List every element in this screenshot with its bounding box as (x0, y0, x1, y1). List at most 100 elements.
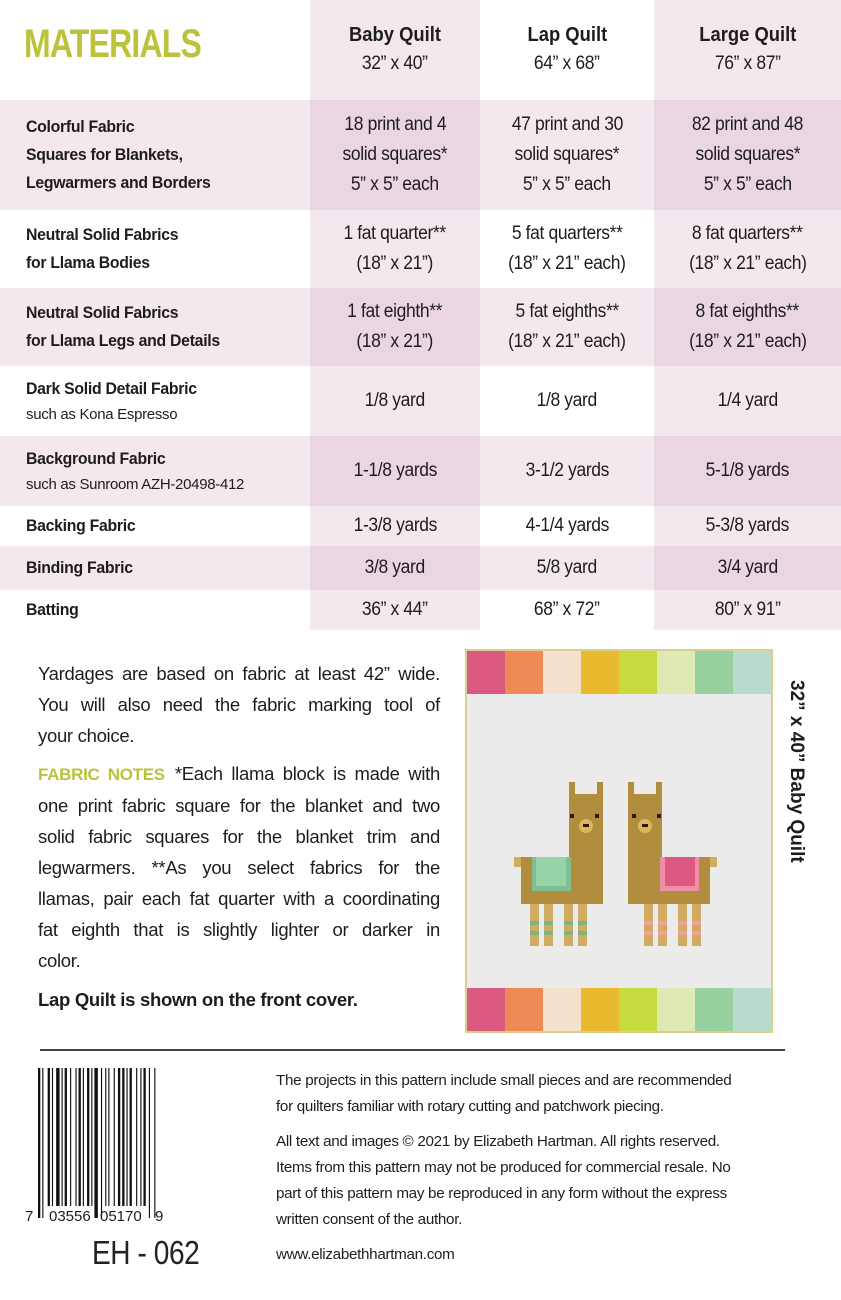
barcode-bar (64, 1068, 67, 1206)
row-label: Background Fabric (26, 449, 166, 468)
legwarmer-stripe (658, 931, 667, 935)
barcode-digit: 05170 (100, 1208, 142, 1225)
llama-ear (656, 782, 662, 800)
value-cell: 5 fat quarters** (18” x 21” each) (480, 210, 654, 288)
text-line: for quilters familiar with rotary cuttin… (276, 1098, 664, 1115)
row-label: Squares for Blankets, (26, 145, 183, 164)
barcode-bar (154, 1068, 156, 1218)
cell-value: 5/8 yard (536, 557, 598, 578)
cell-value: (18” x 21”) (356, 253, 434, 274)
row-label-cell: Backing Fabric (0, 506, 310, 546)
border-square (467, 988, 506, 1031)
value-cell: 1/4 yard (654, 366, 841, 436)
barcode-bar (105, 1068, 107, 1206)
value-cell: Lap Quilt 64” x 68” (480, 0, 654, 100)
border-square (581, 988, 620, 1031)
cell-value: 1 fat eighth** (347, 301, 443, 322)
row-label-cell: Colorful Fabric Squares for Blankets, Legw… (0, 100, 310, 210)
barcode-bar (126, 1068, 128, 1206)
legwarmer-stripe (578, 921, 587, 925)
quilt-background (467, 651, 771, 1031)
row-note: such as Kona Espresso (26, 406, 178, 423)
value-cell: 1-3/8 yards (310, 506, 480, 546)
llama-blanket (536, 857, 566, 886)
table-row: Neutral Solid Fabrics for Llama Legs and … (0, 288, 841, 366)
table-row: Dark Solid Detail Fabric such as Kona Esp… (0, 366, 841, 436)
row-label: Dark Solid Detail Fabric (26, 379, 197, 398)
llama-tail (710, 857, 717, 867)
value-cell: 8 fat eighths** (18” x 21” each) (654, 288, 841, 366)
value-cell: 82 print and 48 solid squares* 5” x 5” eac… (654, 100, 841, 210)
cell-value: 82 print and 48 (691, 114, 804, 135)
value-cell: 47 print and 30 solid squares* 5” x 5” eac… (480, 100, 654, 210)
fabric-notes-label: FABRIC NOTES (38, 765, 165, 784)
cell-value: 8 fat quarters** (692, 223, 803, 244)
text-line: All text and images © 2021 by Elizabeth … (276, 1133, 720, 1150)
cell-value: 5 fat eighths** (515, 301, 619, 322)
cover-note: Lap Quilt is shown on the front cover. (38, 989, 358, 1010)
row-label-cell: Neutral Solid Fabrics for Llama Legs and … (0, 288, 310, 366)
column-size: 32” x 40” (362, 53, 428, 74)
text-line: one print fabric square for the blanket … (38, 795, 440, 816)
product-code: EH - 062 (92, 1234, 200, 1271)
value-cell: 3/4 yard (654, 546, 841, 590)
border-square (581, 651, 620, 694)
legwarmer-stripe (692, 921, 701, 925)
website-link[interactable]: www.elizabethhartman.com (276, 1246, 455, 1263)
fabric-notes-section: Yardages are based on fabric at least 42… (38, 658, 440, 1015)
barcode-bar (117, 1068, 121, 1206)
cell-value: 1-1/8 yards (353, 460, 437, 481)
cell-value: 3/4 yard (717, 557, 778, 578)
row-label: Batting (26, 600, 79, 619)
border-square (695, 651, 734, 694)
legwarmer-stripe (658, 921, 667, 925)
barcode-bar (113, 1068, 115, 1206)
value-cell: 5-1/8 yards (654, 436, 841, 506)
border-square (543, 988, 582, 1031)
barcode-bar (47, 1068, 50, 1206)
legwarmer-stripe (544, 931, 553, 935)
row-label: Binding Fabric (26, 558, 133, 577)
legwarmer-stripe (530, 921, 539, 925)
barcode-bar (136, 1068, 138, 1206)
legwarmer-stripe (530, 931, 539, 935)
column-name: Large Quilt (698, 24, 797, 46)
barcode-bar (70, 1068, 72, 1206)
legwarmer-stripe (544, 921, 553, 925)
llama-eye (632, 814, 636, 818)
text-line: llamas, pair each fat quarter with a coo… (38, 888, 440, 909)
cell-value: 3-1/2 yards (525, 460, 609, 481)
text-line: written consent of the author. (276, 1211, 463, 1228)
cell-value: 1 fat quarter** (343, 223, 447, 244)
value-cell: 8 fat quarters** (18” x 21” each) (654, 210, 841, 288)
table-header: Baby Quilt 32” x 40” Lap Quilt 64” x 68” Lar… (0, 0, 841, 100)
llama-blanket (665, 857, 695, 886)
value-cell: 18 print and 4 solid squares* 5” x 5” each (310, 100, 480, 210)
barcode-bar (87, 1068, 90, 1206)
barcode-bar (61, 1068, 63, 1206)
barcode-bar (82, 1068, 84, 1206)
text-line: Yardages are based on fabric at least 42… (38, 663, 440, 684)
text-line: Items from this pattern may not be produ… (276, 1159, 731, 1176)
cell-value: (18” x 21”) (356, 331, 434, 352)
cell-value: solid squares* (514, 144, 620, 165)
row-label-cell (0, 0, 310, 100)
value-cell: 1/8 yard (480, 366, 654, 436)
border-square (543, 651, 582, 694)
value-cell: 80” x 91” (654, 590, 841, 630)
row-label: for Llama Bodies (26, 253, 150, 272)
cell-value: (18” x 21” each) (688, 331, 807, 352)
value-cell: 1-1/8 yards (310, 436, 480, 506)
row-label-cell: Dark Solid Detail Fabric such as Kona Esp… (0, 366, 310, 436)
cell-value: 68” x 72” (534, 599, 600, 620)
column-size: 64” x 68” (534, 53, 600, 74)
cell-value: 5-1/8 yards (705, 460, 790, 481)
legwarmer-stripe (678, 921, 687, 925)
barcode-digit: 03556 (49, 1208, 91, 1225)
table-row: Background Fabric such as Sunroom AZH-204… (0, 436, 841, 506)
border-square (733, 651, 772, 694)
quilt-size-label: 32” x 40” Baby Quilt (775, 680, 815, 880)
value-cell: 1 fat quarter** (18” x 21”) (310, 210, 480, 288)
value-cell: 5-3/8 yards (654, 506, 841, 546)
border-square (657, 651, 696, 694)
